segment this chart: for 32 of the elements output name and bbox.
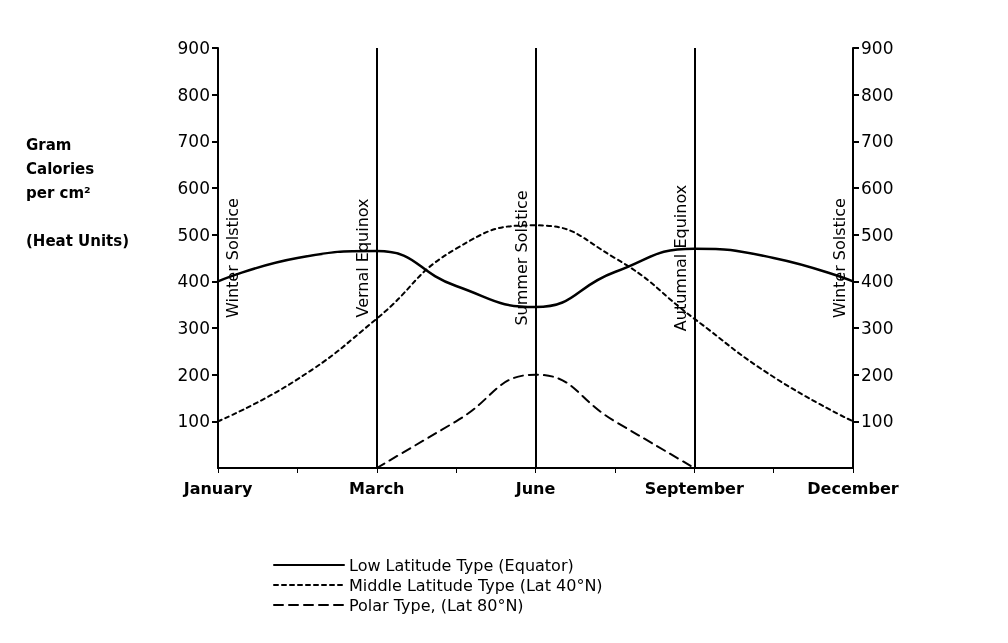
x-tick-label: December	[807, 478, 899, 498]
annotation: Winter Solstice	[829, 198, 849, 318]
annotation: Winter Solstice	[222, 198, 242, 318]
y-tick-label: 700	[177, 131, 210, 152]
y-tick-label: 400	[177, 271, 210, 292]
y2-tick-label: 400	[861, 271, 894, 292]
x-tick-label: March	[349, 478, 405, 498]
y-tick-label: 300	[177, 318, 210, 338]
legend-label: Middle Latitude Type (Lat 40°N)	[349, 575, 603, 595]
y2-tick-label: 900	[861, 38, 894, 58]
y-tick-label: 200	[177, 364, 210, 385]
text: Gram Calories per cm² (Heat Units)	[26, 136, 130, 250]
legend-label: Polar Type, (Lat 80°N)	[349, 595, 524, 615]
y-tick-label: 100	[177, 411, 210, 432]
y-tick-label: 600	[177, 178, 210, 198]
y2-tick-label: 600	[861, 178, 894, 198]
y2-tick-label: 100	[861, 411, 894, 432]
y2-tick-label: 200	[861, 364, 894, 385]
ref-line-label: Vernal Equinox	[353, 198, 373, 318]
ref-line-label: Summer Solstice	[512, 190, 531, 326]
y-tick-label: 500	[177, 224, 210, 245]
ref-line-label: Autumnal Equinox	[670, 184, 690, 332]
x-tick-label: September	[644, 478, 744, 498]
x-tick-label: June	[514, 478, 556, 498]
y2-tick-label: 800	[861, 84, 894, 105]
y2-tick-label: 500	[861, 224, 894, 245]
x-tick-label: January	[182, 478, 253, 498]
y-tick-label: 900	[177, 38, 210, 58]
y2-tick-label: 700	[861, 131, 894, 152]
y2-tick-label: 300	[861, 318, 894, 338]
legend-label: Low Latitude Type (Equator)	[349, 555, 574, 575]
y-tick-label: 800	[177, 84, 210, 105]
